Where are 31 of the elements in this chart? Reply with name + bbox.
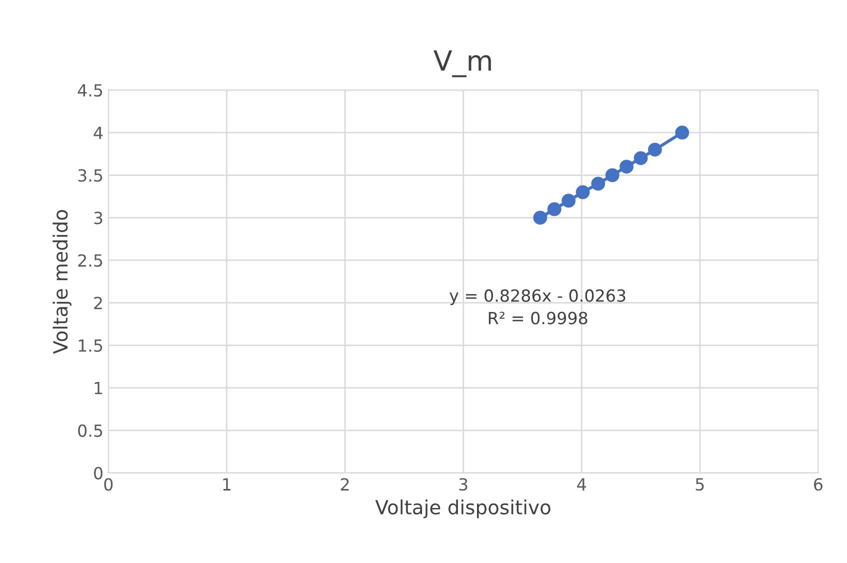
chart-title: V_m: [434, 50, 491, 78]
x-tick-label: 0: [104, 478, 113, 491]
point: [620, 160, 634, 174]
x-tick-label: 1: [223, 478, 230, 490]
y-tick-label: 4.5: [78, 84, 102, 97]
x-tick-label: 2: [340, 478, 349, 490]
y-tick-label: 2: [94, 296, 102, 310]
y-axis-title: Voltaje medido: [52, 210, 72, 354]
x-tick-label: 4: [577, 478, 586, 490]
x-tick-label: 3: [459, 478, 468, 491]
y-tick-label: 1: [94, 382, 102, 394]
y-tick-label: 4: [94, 126, 103, 139]
x-tick-label: 5: [696, 478, 704, 491]
point: [547, 202, 562, 216]
y-tick-label: 3.5: [78, 169, 102, 182]
point: [648, 142, 662, 157]
y-tick-label: 0: [94, 466, 102, 480]
y-tick-label: 1.5: [78, 339, 102, 352]
y-tick-label: 2.5: [78, 254, 102, 267]
point: [605, 168, 620, 182]
annotation: y = 0.8286x - 0.0263 R² = 0.9998: [450, 289, 626, 324]
x-tick-label: 6: [814, 478, 822, 491]
point: [576, 185, 590, 200]
point: [562, 194, 576, 208]
point: [675, 126, 690, 140]
y-tick-label: 0.5: [78, 424, 102, 437]
point: [533, 210, 548, 225]
x-axis-title: Voltaje dispositivo: [375, 499, 550, 518]
point: [634, 151, 648, 166]
y-tick-label: 3: [94, 212, 102, 224]
point: [591, 176, 606, 191]
